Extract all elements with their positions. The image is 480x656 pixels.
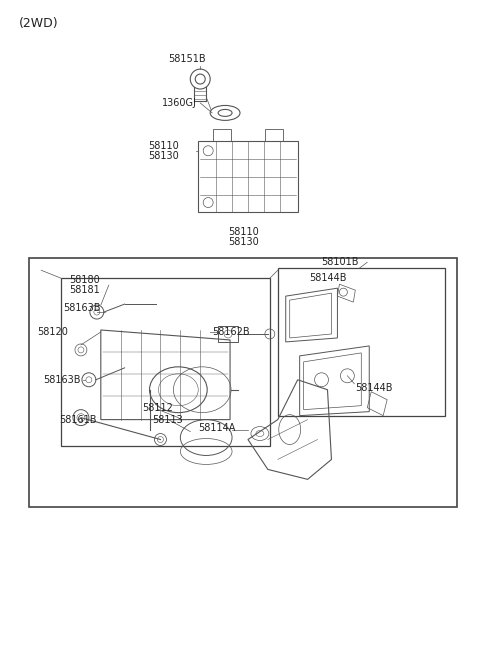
Text: 58163B: 58163B bbox=[43, 375, 81, 385]
Text: 58110: 58110 bbox=[148, 141, 180, 151]
Text: 58130: 58130 bbox=[228, 237, 259, 247]
Text: 58144B: 58144B bbox=[355, 382, 393, 393]
Bar bbox=[61, 278, 270, 445]
Text: 58151B: 58151B bbox=[168, 54, 206, 64]
Text: 1360GJ: 1360GJ bbox=[162, 98, 197, 108]
Text: 58113: 58113 bbox=[153, 415, 183, 424]
Text: 58162B: 58162B bbox=[212, 327, 250, 337]
Bar bbox=[265, 129, 283, 141]
Bar bbox=[278, 268, 445, 416]
Text: 58180: 58180 bbox=[69, 276, 100, 285]
Text: 58181: 58181 bbox=[69, 285, 100, 295]
Text: 58110: 58110 bbox=[228, 228, 259, 237]
Bar bbox=[218, 326, 238, 342]
Text: 58112: 58112 bbox=[143, 403, 173, 413]
Text: (2WD): (2WD) bbox=[19, 17, 59, 30]
Text: 58120: 58120 bbox=[37, 327, 68, 337]
Text: 58130: 58130 bbox=[148, 151, 180, 161]
Text: 58114A: 58114A bbox=[198, 422, 236, 432]
Text: 58144B: 58144B bbox=[310, 273, 347, 283]
Text: 58101B: 58101B bbox=[322, 257, 359, 267]
Text: 58161B: 58161B bbox=[59, 415, 96, 424]
Text: 58163B: 58163B bbox=[63, 303, 100, 313]
Bar bbox=[29, 258, 457, 507]
Bar bbox=[213, 129, 231, 141]
Bar bbox=[198, 141, 298, 213]
